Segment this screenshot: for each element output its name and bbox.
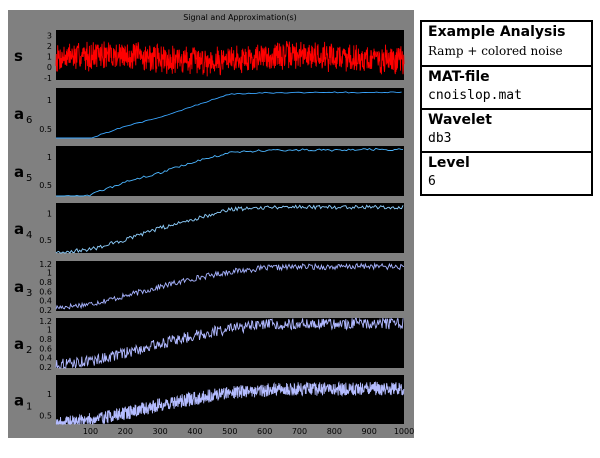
approximation-line-a1 — [55, 380, 405, 426]
wavelet-value: db3 — [428, 131, 452, 146]
y-tick-label-4-4: 0.4 — [39, 297, 52, 306]
y-tick-label-0-1: 2 — [47, 42, 52, 51]
y-tick-label-5-5: 0.2 — [39, 363, 52, 372]
example-analysis-label: Example Analysis — [428, 24, 566, 40]
y-tick-label-0-3: 0 — [47, 63, 52, 72]
row-label-1: a — [14, 105, 24, 123]
y-tick-label-0-0: 3 — [47, 31, 52, 40]
y-tick-label-6-1: 0.5 — [39, 411, 52, 420]
row-label-0: s — [14, 47, 23, 65]
axes-4 — [56, 261, 404, 311]
y-tick-label-0-4: -1 — [44, 74, 52, 83]
level-value: 6 — [428, 174, 436, 189]
matfile-label: MAT-file — [428, 69, 490, 85]
row-label-subscript-1: 6 — [26, 115, 32, 126]
signal-line — [55, 41, 405, 77]
y-tick-label-2-1: 0.5 — [39, 181, 52, 190]
y-tick-label-3-0: 1 — [47, 210, 52, 219]
y-tick-label-4-2: 0.8 — [39, 278, 52, 287]
row-label-2: a — [14, 163, 24, 181]
x-tick-label-4: 500 — [222, 427, 237, 436]
approximation-line-a6 — [56, 91, 402, 139]
y-tick-label-5-1: 1 — [47, 326, 52, 335]
wavelet-label: Wavelet — [428, 112, 492, 128]
y-tick-label-4-5: 0.2 — [39, 306, 52, 315]
y-tick-label-2-0: 1 — [47, 153, 52, 162]
matfile-value: cnoislop.mat — [428, 88, 522, 103]
approximation-line-a5 — [56, 147, 404, 197]
y-tick-label-1-1: 0.5 — [39, 125, 52, 134]
x-tick-label-1: 200 — [118, 427, 133, 436]
y-tick-label-4-3: 0.6 — [39, 287, 52, 296]
row-label-6: a — [14, 392, 24, 410]
y-tick-label-5-3: 0.6 — [39, 344, 52, 353]
row-label-subscript-6: 1 — [26, 402, 32, 413]
x-tick-label-0: 100 — [83, 427, 98, 436]
y-tick-label-1-0: 1 — [47, 96, 52, 105]
y-tick-label-4-1: 1 — [47, 269, 52, 278]
approximation-line-a3 — [55, 262, 405, 310]
y-tick-label-0-2: 1 — [47, 53, 52, 62]
y-tick-label-5-2: 0.8 — [39, 335, 52, 344]
row-label-subscript-4: 3 — [26, 288, 32, 299]
x-tick-label-7: 800 — [327, 427, 342, 436]
y-tick-label-5-4: 0.4 — [39, 354, 52, 363]
matfile-cell: MAT-file cnoislop.mat — [422, 65, 591, 108]
axes-1 — [56, 88, 404, 138]
info-panel: Example Analysis Ramp + colored noise MA… — [420, 20, 593, 196]
row-label-subscript-5: 2 — [26, 345, 32, 356]
axes-3 — [56, 203, 404, 253]
y-tick-label-6-0: 1 — [47, 390, 52, 399]
row-label-5: a — [14, 335, 24, 353]
axes-2 — [56, 146, 404, 196]
x-tick-label-6: 700 — [292, 427, 307, 436]
x-tick-label-2: 300 — [153, 427, 168, 436]
y-tick-label-5-0: 1.2 — [39, 317, 52, 326]
level-label: Level — [428, 155, 470, 171]
wavelet-cell: Wavelet db3 — [422, 108, 591, 151]
x-tick-label-5: 600 — [257, 427, 272, 436]
y-tick-label-4-0: 1.2 — [39, 260, 52, 269]
row-label-subscript-2: 5 — [26, 173, 32, 184]
level-cell: Level 6 — [422, 151, 591, 194]
x-tick-label-8: 900 — [362, 427, 377, 436]
x-tick-label-3: 400 — [187, 427, 202, 436]
figure-title: Signal and Approximation(s) — [183, 13, 297, 22]
example-analysis-value: Ramp + colored noise — [428, 44, 563, 58]
row-label-subscript-3: 4 — [26, 230, 32, 241]
row-label-3: a — [14, 220, 24, 238]
row-label-4: a — [14, 278, 24, 296]
approximation-line-a4 — [55, 204, 404, 254]
example-analysis-cell: Example Analysis Ramp + colored noise — [422, 22, 591, 65]
y-tick-label-3-1: 0.5 — [39, 236, 52, 245]
x-tick-label-9: 1000 — [394, 427, 414, 436]
approximation-line-a2 — [55, 317, 404, 370]
